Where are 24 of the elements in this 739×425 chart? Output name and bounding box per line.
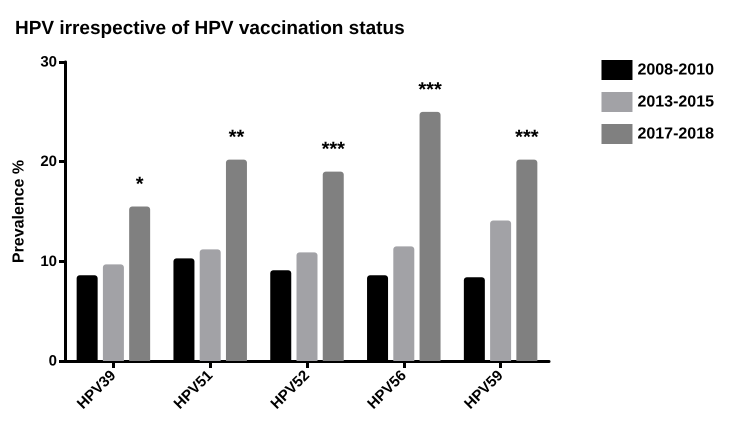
y-tick-label: 20: [40, 153, 57, 170]
y-axis-title: Prevalence %: [10, 160, 28, 264]
y-tick-label: 30: [40, 54, 57, 70]
bar: [490, 220, 512, 361]
bar: [516, 160, 538, 361]
bar: [102, 264, 124, 361]
bar: [322, 172, 344, 361]
annotation: ***: [418, 78, 442, 101]
annotation: ***: [515, 126, 539, 149]
annotation: **: [228, 126, 244, 149]
bar: [226, 160, 247, 361]
bar: [129, 206, 150, 361]
y-tick-label: 0: [48, 352, 57, 370]
bar: [200, 249, 221, 361]
annotation: *: [136, 174, 144, 196]
y-tick-label: 10: [40, 252, 57, 270]
annotation: ***: [322, 138, 346, 161]
bar: [393, 246, 414, 361]
chart-title: HPV irrespective of HPV vaccination status: [15, 18, 405, 39]
legend-label: 2017-2018: [637, 126, 714, 142]
legend-label: 2013-2015: [637, 94, 714, 110]
bar: [296, 252, 318, 361]
bar: [420, 112, 441, 361]
legend-label: 2008-2010: [637, 62, 714, 78]
